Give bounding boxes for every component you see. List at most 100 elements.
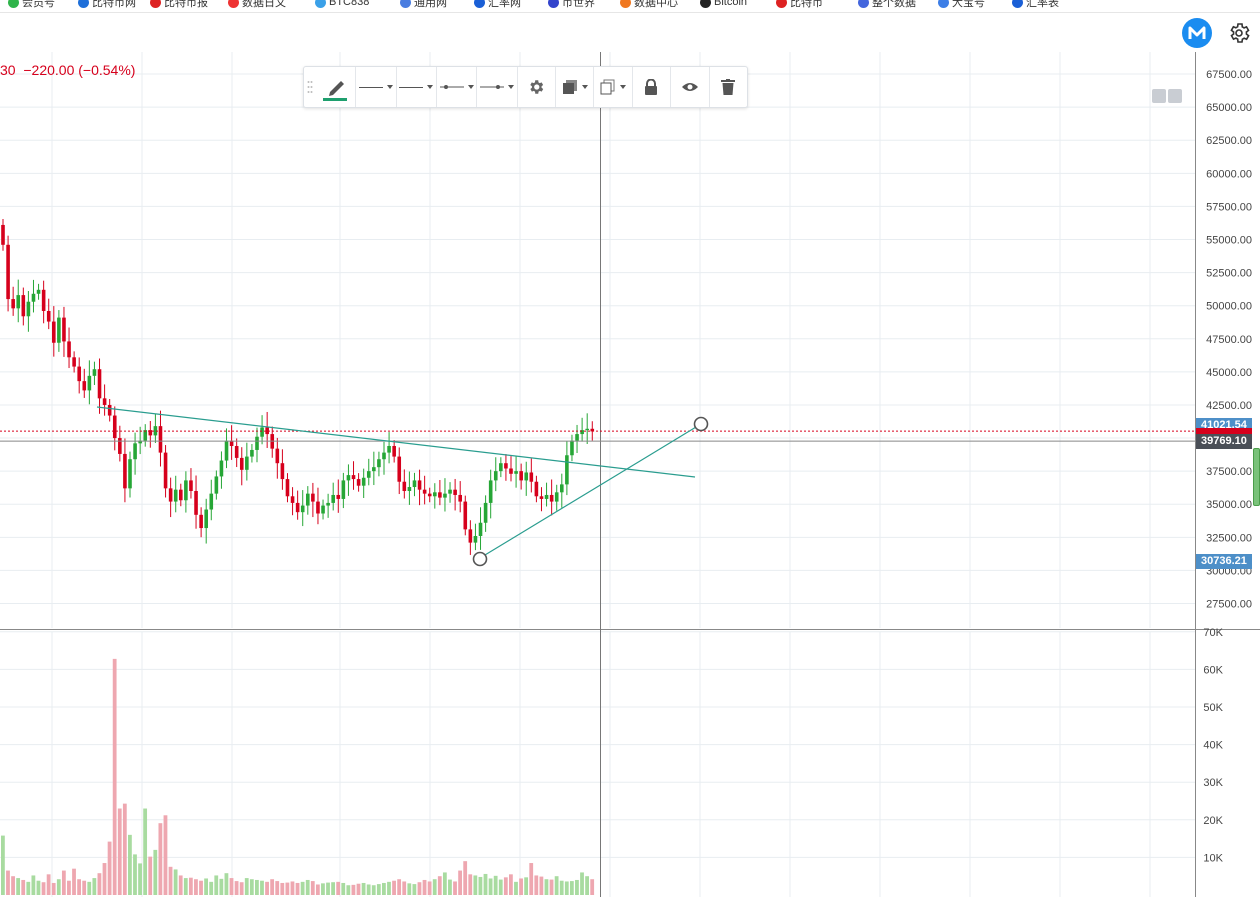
line-width-icon [399,86,424,88]
bookmark-label: 比特币报 [164,0,208,9]
drag-handle-icon[interactable] [304,67,316,107]
candle-body [306,493,310,506]
candle-body [118,438,122,454]
layers-icon [562,80,577,94]
bookmark-favicon-icon [8,0,19,8]
delete-button[interactable] [710,67,747,107]
price-scale-handle[interactable] [1253,448,1260,506]
price-tick-label: 45000.00 [1206,367,1252,379]
bookmark-favicon-icon [776,0,787,8]
bookmark-item[interactable]: 汇率表 [1012,0,1059,9]
line-width-button[interactable] [397,67,437,107]
bookmark-item[interactable]: 数据中心 [620,0,678,9]
candle-body [539,496,544,499]
candle-body [128,459,132,489]
volume-bar [138,863,142,895]
volume-bar [56,879,61,895]
volume-bar [214,875,219,895]
volume-bar [585,876,589,895]
fill-button[interactable] [556,67,595,107]
bookmark-item[interactable]: Bitcoin [700,0,747,9]
volume-bar [351,884,356,895]
volume-tick-label: 10K [1203,852,1223,864]
volume-bar [564,881,569,895]
candle-body [21,295,26,317]
candle-body [433,492,437,497]
volume-bar [539,876,544,895]
candle-body [168,488,173,502]
bookmark-label: 数据日文 [242,0,286,9]
candle-body [265,427,269,435]
lock-button[interactable] [633,67,672,107]
volume-bar [341,882,346,895]
volume-bar [473,875,478,895]
volume-bar [549,879,554,895]
bookmark-item[interactable]: 会员号 [8,0,55,9]
candle-body [204,509,208,529]
bookmark-favicon-icon [1012,0,1023,8]
move-pane-button[interactable] [1168,89,1182,103]
trend-line-ascending [479,423,702,559]
bookmark-label: 数据中心 [634,0,678,9]
candle-body [504,463,508,469]
volume-bar [427,881,432,895]
candle-body [229,440,234,446]
volume-bar [407,883,412,895]
price-tick-label: 37500.00 [1206,466,1252,478]
volume-bar [194,879,198,895]
settings-button[interactable] [518,67,556,107]
collapse-pane-button[interactable] [1152,89,1166,103]
brush-color-button[interactable] [316,67,357,107]
line-start-button[interactable] [437,67,478,107]
bookmark-item[interactable]: 数据日文 [228,0,286,9]
candle-body [285,479,290,497]
bookmark-item[interactable]: 汇率网 [474,0,521,9]
bookmark-item[interactable]: 大宝号 [938,0,985,9]
volume-bar [315,884,320,895]
candle-body [544,494,549,499]
volume-bar [153,849,158,895]
candle-body [179,489,183,501]
chart-settings-icon[interactable] [1227,21,1251,45]
price-tick-label: 67500.00 [1206,69,1252,81]
volume-bar [122,803,127,895]
price-tick-label: 27500.00 [1206,599,1252,611]
price-fragment: 30 [0,62,16,78]
bookmark-item[interactable]: 通用网 [400,0,447,9]
candle-body [524,472,529,481]
bookmark-item[interactable]: 币世界 [548,0,595,9]
bookmark-favicon-icon [938,0,949,8]
candle-body [158,426,163,453]
volume-bar [356,883,361,895]
candle-body [275,448,280,464]
price-tick-label: 55000.00 [1206,235,1252,247]
clone-button[interactable] [594,67,633,107]
volume-bar [336,881,341,895]
line-style-button[interactable] [356,67,397,107]
candle-body [163,452,168,489]
candle-body [97,369,102,399]
candle-body [209,493,214,510]
last-price-marker [1196,428,1252,435]
bookmark-item[interactable]: 比特币 [776,0,823,9]
bookmark-item[interactable]: 比特币网 [78,0,136,9]
candle-body [245,456,249,470]
candle-body [321,505,325,514]
bookmark-item[interactable]: BTC838 [315,0,369,9]
visibility-button[interactable] [671,67,710,107]
bookmark-item[interactable]: 比特币报 [150,0,208,9]
trash-icon [721,79,736,95]
app-logo-icon[interactable] [1182,18,1212,48]
candle-body [239,457,244,470]
volume-bar [417,882,422,895]
candle-body [417,480,422,490]
volume-tick-label: 40K [1203,740,1223,752]
candle-body [473,535,478,543]
volume-bar [295,882,300,895]
bookmark-item[interactable]: 整个数据 [858,0,916,9]
candle-body [184,480,188,501]
volume-bar [478,876,483,895]
volume-bar [392,880,396,895]
line-end-button[interactable] [477,67,518,107]
